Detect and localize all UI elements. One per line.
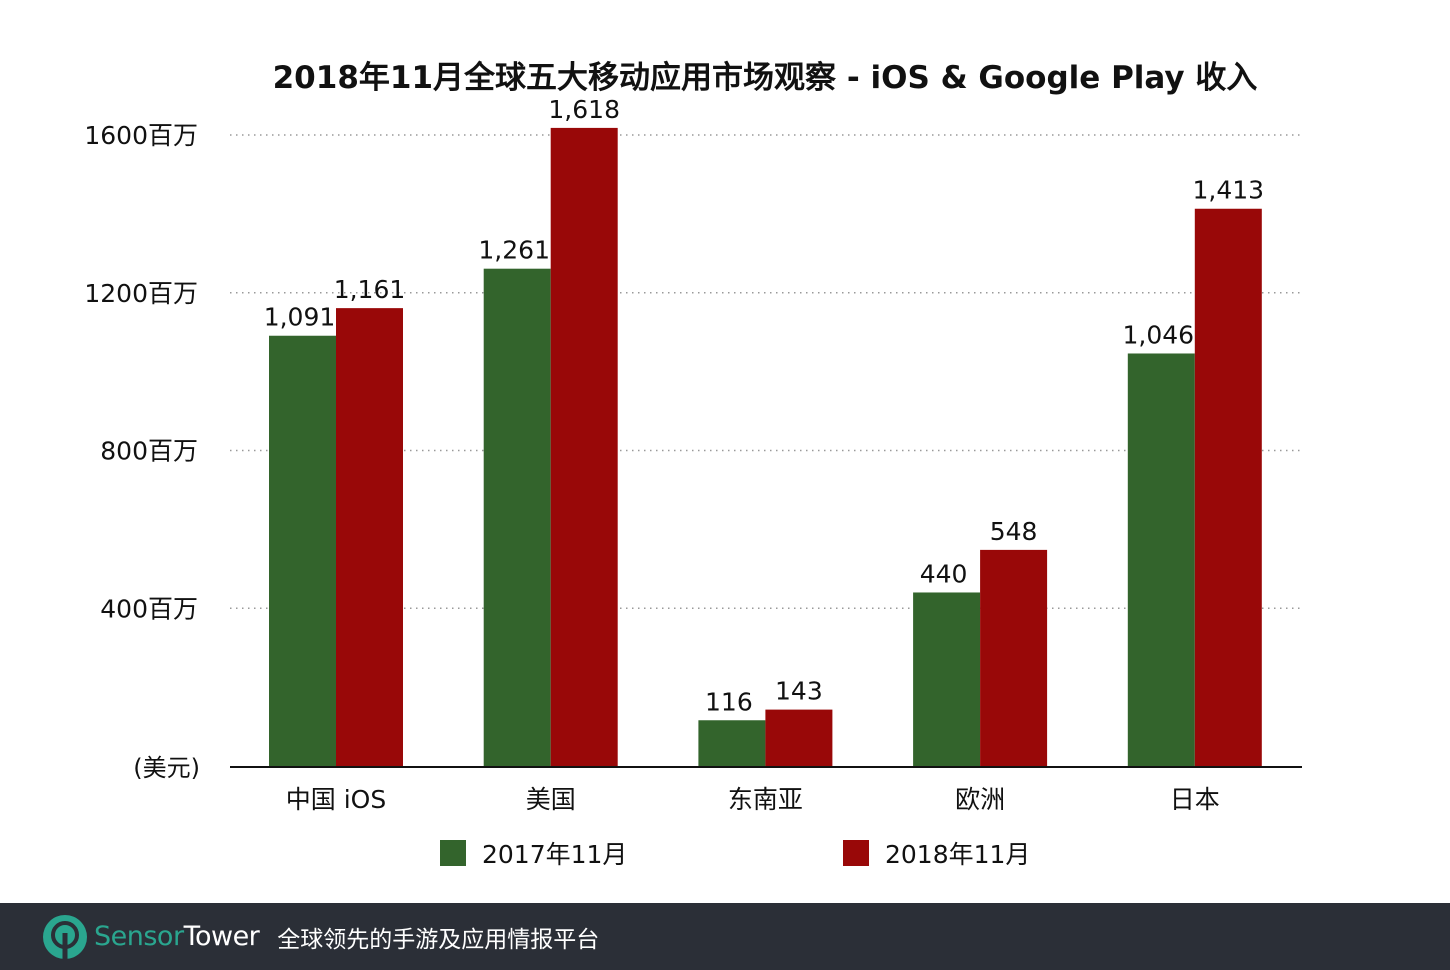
bar-2018 <box>765 709 833 766</box>
y-axis-unit: (美元) <box>133 754 200 782</box>
sensortower-logo-icon <box>43 914 87 959</box>
legend-swatch <box>843 840 869 866</box>
x-tick-label: 欧洲 <box>955 785 1005 814</box>
data-label: 1,091 <box>264 303 336 332</box>
bar-2017 <box>698 720 766 766</box>
bar-2017 <box>913 592 981 766</box>
data-label: 440 <box>920 559 968 588</box>
data-label: 143 <box>775 677 823 706</box>
data-label: 1,046 <box>1123 320 1195 349</box>
data-label: 1,413 <box>1193 176 1265 205</box>
bar-2017 <box>269 335 336 766</box>
bar-2017 <box>483 268 551 766</box>
x-tick-label: 日本 <box>1170 785 1220 814</box>
data-label: 548 <box>990 517 1038 546</box>
bar-2018 <box>550 127 618 767</box>
bar-chart: 2018年11月全球五大移动应用市场观察 - iOS & Google Play… <box>84 60 1302 869</box>
bar-2018 <box>336 308 403 766</box>
legend-label: 2017年11月 <box>482 840 627 869</box>
y-tick-label: 400百万 <box>100 594 198 623</box>
data-label: 116 <box>705 687 753 716</box>
x-tick-label: 东南亚 <box>728 785 803 814</box>
x-tick-label: 中国 iOS <box>286 785 386 814</box>
legend-swatch <box>440 840 466 866</box>
data-label: 1,618 <box>548 95 620 124</box>
footer-bar: SensorTower 全球领先的手游及应用情报平台 <box>0 903 1450 970</box>
y-tick-label: 800百万 <box>100 437 198 466</box>
chart-title: 2018年11月全球五大移动应用市场观察 - iOS & Google Play… <box>273 60 1258 96</box>
x-tick-label: 美国 <box>526 785 576 814</box>
y-tick-label: 1600百万 <box>84 121 198 150</box>
bar-2017 <box>1127 353 1195 766</box>
y-tick-label: 1200百万 <box>84 279 198 308</box>
data-label: 1,161 <box>334 275 406 304</box>
bar-2018 <box>980 549 1048 766</box>
slogan: 全球领先的手游及应用情报平台 <box>277 926 600 953</box>
brand-name: SensorTower <box>94 921 260 952</box>
data-label: 1,261 <box>478 236 550 265</box>
bar-2018 <box>1194 208 1262 767</box>
legend-label: 2018年11月 <box>885 840 1030 869</box>
